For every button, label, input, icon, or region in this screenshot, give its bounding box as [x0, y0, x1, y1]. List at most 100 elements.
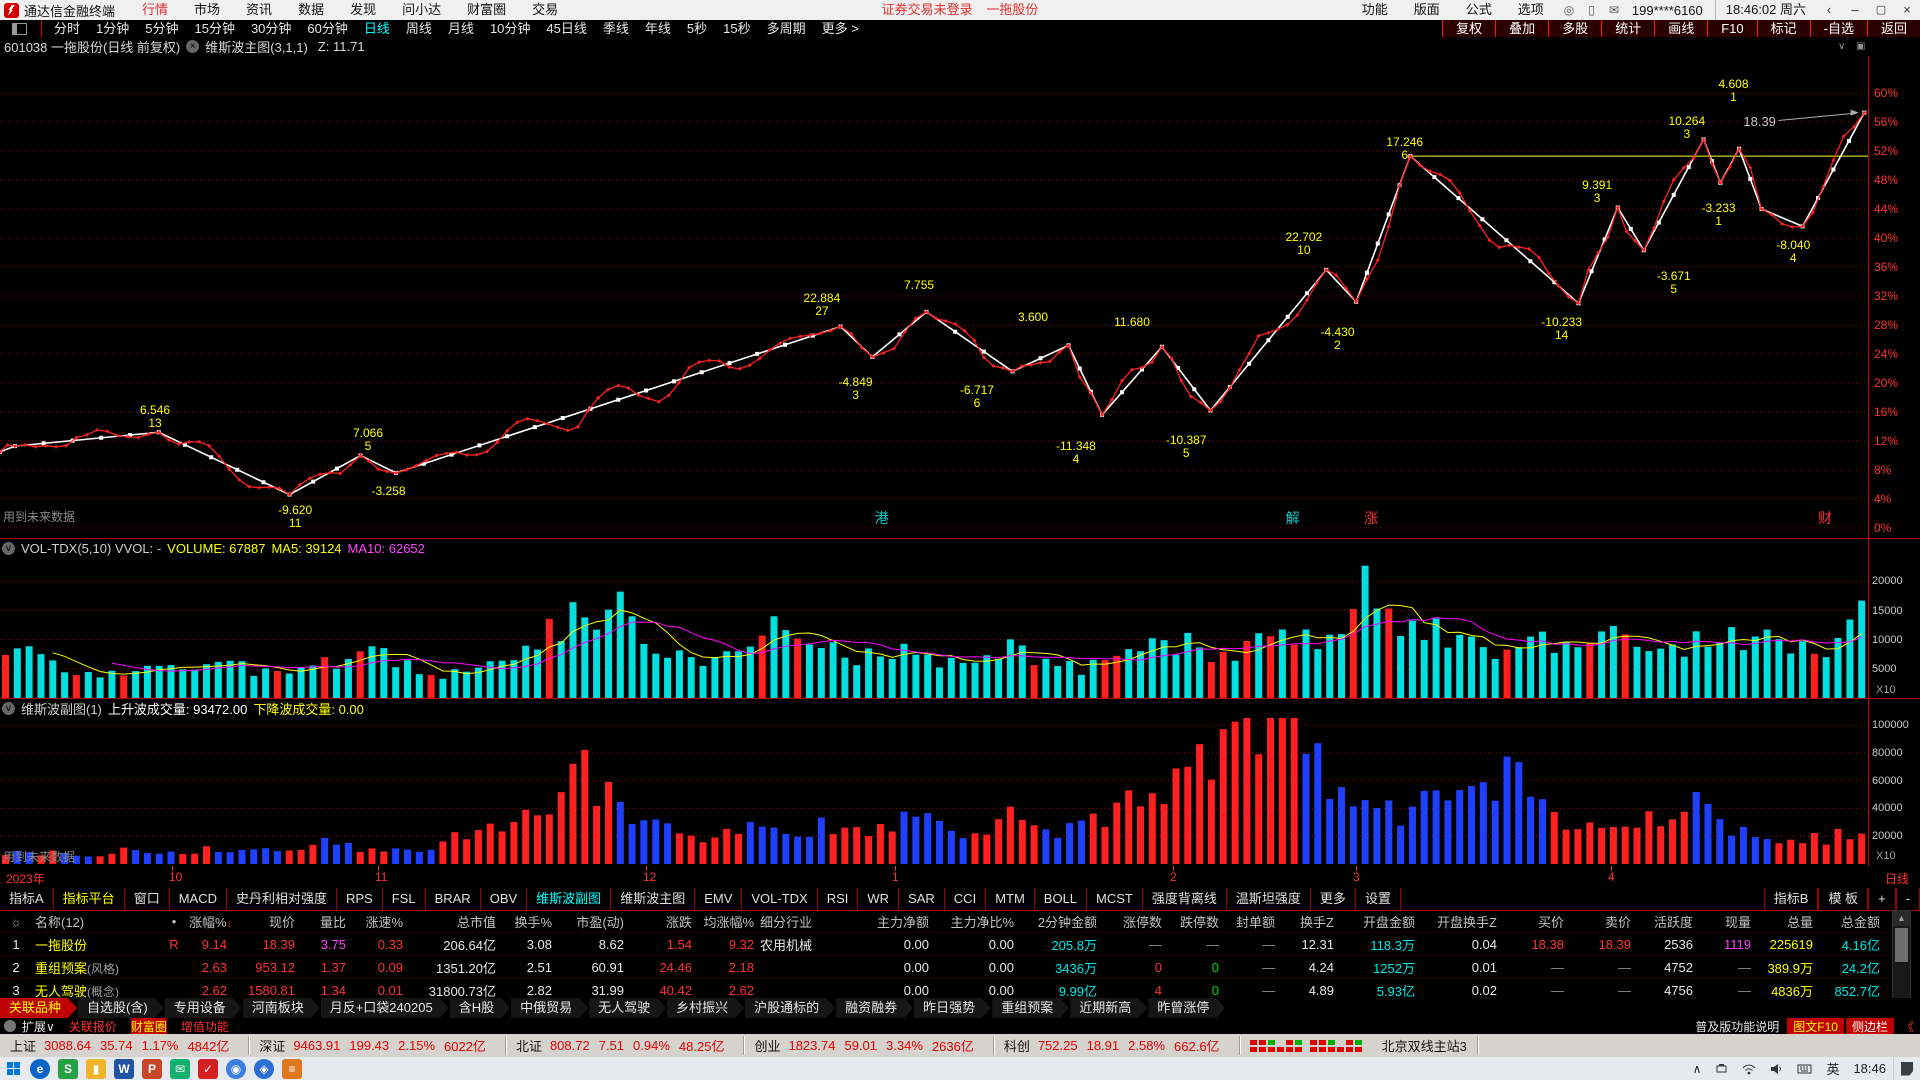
taskbar-security-app-icon[interactable]: S: [58, 1058, 78, 1079]
event-watermark[interactable]: 港: [874, 510, 889, 526]
chart-action-标记[interactable]: 标记: [1756, 20, 1810, 37]
column-header-卖价[interactable]: 卖价: [1604, 914, 1631, 930]
indicator-tab-强度背离线[interactable]: 强度背离线: [1143, 888, 1227, 910]
chart-action--自选[interactable]: -自选: [1809, 20, 1867, 37]
indicator-switch-icon[interactable]: ×: [186, 40, 200, 53]
start-button[interactable]: [0, 1057, 26, 1080]
indicator-tab-指标A[interactable]: 指标A: [0, 888, 54, 910]
taskbar-chat-app-icon[interactable]: ✉: [170, 1058, 190, 1079]
column-header-涨幅%[interactable]: 涨幅%↓: [189, 914, 230, 930]
column-header-换手%[interactable]: 换手%: [514, 914, 552, 930]
quote-row-一拖股份[interactable]: 1 一拖股份 R 9.14 18.39 3.75 0.33 206.64亿 3.08 8.62 1.…: [0, 933, 1890, 956]
period-60分钟[interactable]: 60分钟: [307, 21, 348, 36]
column-header-市盈(动)[interactable]: 市盈(动): [576, 914, 624, 930]
usb-tray-icon[interactable]: [1715, 1063, 1728, 1075]
tray-expand-icon[interactable]: ∧: [1692, 1061, 1702, 1076]
column-header-总量[interactable]: 总量: [1786, 914, 1813, 930]
notification-center-icon[interactable]: [1893, 1057, 1920, 1080]
index-quote-科创[interactable]: 科创 752.25 18.91 2.58% 662.6亿: [994, 1036, 1240, 1055]
column-header-总市值[interactable]: 总市值: [456, 914, 496, 930]
period-月线[interactable]: 月线: [447, 21, 474, 36]
indicator-tab-MCST[interactable]: MCST: [1087, 888, 1143, 910]
group-tab-近期新高[interactable]: 近期新高: [1070, 998, 1147, 1018]
taskbar-edge-browser-icon[interactable]: e: [30, 1058, 50, 1079]
menu-item-资讯[interactable]: 资讯: [246, 2, 273, 17]
taskbar-tdx-terminal-icon[interactable]: ✓: [198, 1058, 218, 1079]
window-layout-icon[interactable]: [12, 22, 27, 35]
column-header-换手Z[interactable]: 换手Z: [1300, 914, 1334, 930]
chart-action-叠加[interactable]: 叠加: [1495, 20, 1548, 37]
indicator-tab-RPS[interactable]: RPS: [337, 888, 383, 910]
group-tab-关联品种[interactable]: 关联品种: [0, 998, 77, 1018]
period-5秒[interactable]: 5秒: [686, 21, 708, 36]
gear-icon[interactable]: ☼: [10, 914, 22, 929]
period-分时[interactable]: 分时: [54, 21, 81, 36]
column-header-细分行业[interactable]: 细分行业: [760, 914, 813, 930]
indicator-tab-OBV[interactable]: OBV: [481, 888, 528, 910]
indicator-tab-BOLL[interactable]: BOLL: [1035, 888, 1088, 910]
event-watermark[interactable]: 解: [1285, 510, 1300, 526]
period-1分钟[interactable]: 1分钟: [96, 21, 130, 36]
close-icon[interactable]: ×: [1903, 2, 1911, 17]
vespa-indicator-switch-icon[interactable]: v: [2, 702, 15, 715]
chart-action-F10[interactable]: F10: [1707, 20, 1756, 37]
indicator-tab-MACD[interactable]: MACD: [170, 888, 227, 910]
chart-action-统计[interactable]: 统计: [1601, 20, 1654, 37]
group-tab-中俄贸易[interactable]: 中俄贸易: [511, 998, 588, 1018]
period-周线[interactable]: 周线: [405, 21, 432, 36]
taskbar-word-icon[interactable]: W: [114, 1058, 134, 1079]
scroll-up-icon[interactable]: ▲: [1893, 911, 1910, 926]
indicator-tab-MTM[interactable]: MTM: [986, 888, 1035, 910]
period-更多 >[interactable]: 更多 >: [821, 21, 859, 36]
chart-action-返回[interactable]: 返回: [1866, 20, 1920, 37]
indicator-tab-指标B[interactable]: 指标B: [1763, 888, 1819, 910]
group-tab-乡村振兴[interactable]: 乡村振兴: [667, 998, 744, 1018]
period-5分钟[interactable]: 5分钟: [145, 21, 179, 36]
ime-language-indicator[interactable]: 英: [1826, 1062, 1840, 1077]
period-15秒[interactable]: 15秒: [723, 21, 751, 36]
group-tab-含H股[interactable]: 含H股: [450, 998, 510, 1018]
indicator-tab-BRAR[interactable]: BRAR: [426, 888, 481, 910]
mobile-app-icon[interactable]: ▯: [1588, 3, 1595, 17]
ext-item-关联报价[interactable]: 关联报价: [68, 1019, 117, 1034]
server-name[interactable]: 北京双线主站3: [1372, 1036, 1478, 1055]
index-quote-上证[interactable]: 上证 3088.64 35.74 1.17% 4842亿: [0, 1036, 250, 1055]
collapse-window-icon[interactable]: ‹: [1826, 2, 1832, 17]
indicator-tab-WR[interactable]: WR: [858, 888, 900, 910]
taskbar-compass-app-icon[interactable]: ◈: [254, 1058, 274, 1079]
column-header-开盘换手Z[interactable]: 开盘换手Z: [1437, 914, 1497, 930]
group-tab-昨日强势[interactable]: 昨日强势: [914, 998, 991, 1018]
index-quote-北证[interactable]: 北证 808.72 7.51 0.94% 48.25亿: [506, 1036, 745, 1055]
column-header-活跃度[interactable]: 活跃度: [1653, 914, 1693, 930]
indicator-tab-维斯波副图[interactable]: 维斯波副图: [527, 888, 612, 910]
event-watermark[interactable]: 财: [1818, 510, 1833, 526]
column-header-seq[interactable]: ☼: [0, 914, 32, 929]
indicator-tab-VOL-TDX[interactable]: VOL-TDX: [742, 888, 818, 910]
menu-item-数据[interactable]: 数据: [298, 2, 325, 17]
menu-item-市场[interactable]: 市场: [194, 2, 221, 17]
ext-right-《[interactable]: 《: [1901, 1019, 1914, 1034]
taskbar-chrome-browser-icon[interactable]: ◉: [226, 1058, 246, 1079]
index-quote-创业[interactable]: 创业 1823.74 59.01 3.34% 2636亿: [744, 1036, 994, 1055]
indicator-tab-指标平台[interactable]: 指标平台: [54, 888, 125, 910]
taskbar-folder-icon[interactable]: ▮: [86, 1058, 106, 1079]
quote-row-无人驾驶[interactable]: 3 无人驾驶(概念) 2.62 1580.81 1.34 0.01 31800.73亿 2.8…: [0, 979, 1890, 1002]
period-日线[interactable]: 日线: [363, 21, 390, 36]
indicator-tab-更多[interactable]: 更多: [1311, 888, 1356, 910]
customer-service-icon[interactable]: ◎: [1563, 3, 1575, 17]
indicator-tab--[interactable]: -: [1895, 888, 1920, 910]
taskbar-notes-app-icon[interactable]: ≡: [282, 1058, 302, 1079]
column-header-跌停数[interactable]: 跌停数: [1179, 914, 1219, 930]
column-header-现量[interactable]: 现量: [1724, 914, 1751, 930]
indicator-tab-+[interactable]: +: [1868, 888, 1896, 910]
maximize-icon[interactable]: ▢: [1875, 4, 1887, 16]
column-header-涨速%[interactable]: 涨速%: [365, 914, 403, 930]
group-tab-重组预案[interactable]: 重组预案: [992, 998, 1069, 1018]
chart-action-多股[interactable]: 多股: [1548, 20, 1601, 37]
group-tab-专用设备[interactable]: 专用设备: [165, 998, 242, 1018]
index-quote-深证[interactable]: 深证 9463.91 199.43 2.15% 6022亿: [249, 1036, 506, 1055]
ext-item-财富圈[interactable]: 财富圈: [130, 1017, 167, 1035]
column-header-封单额[interactable]: 封单额: [1235, 914, 1275, 930]
group-tab-融资融券[interactable]: 融资融券: [836, 998, 913, 1018]
menu-item-问小达[interactable]: 问小达: [402, 2, 442, 17]
